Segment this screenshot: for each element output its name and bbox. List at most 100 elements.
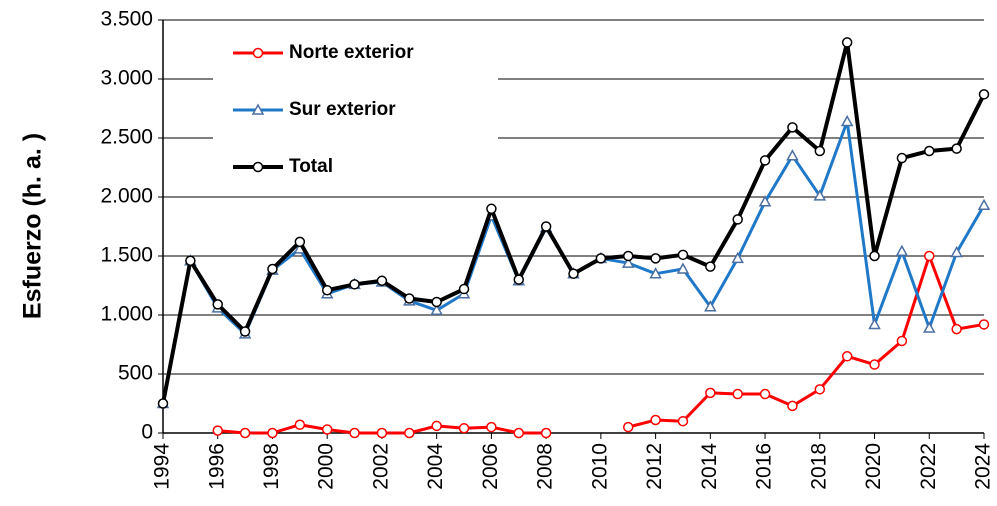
marker (951, 323, 962, 335)
legend-marker (252, 161, 264, 173)
y-tick-label: 0 (141, 421, 153, 444)
x-tick-label: 2014 (698, 443, 721, 490)
x-tick-label: 2020 (862, 443, 885, 490)
marker (267, 263, 278, 275)
marker (677, 249, 689, 261)
y-tick-label: 1.000 (100, 303, 153, 326)
marker (977, 198, 991, 211)
legend-label: Norte exterior (289, 42, 414, 63)
marker (896, 152, 908, 164)
marker (650, 253, 661, 264)
marker (787, 400, 798, 412)
marker (267, 427, 278, 439)
y-tick-label: 500 (118, 362, 153, 385)
marker (458, 283, 470, 295)
marker (431, 420, 442, 432)
legend-label: Total (289, 156, 333, 177)
y-tick-label: 1.500 (100, 244, 153, 267)
marker (787, 122, 798, 133)
x-tick-label: 2018 (807, 443, 830, 490)
marker (731, 251, 744, 264)
x-tick-label: 2008 (534, 443, 557, 490)
x-tick-label: 2016 (753, 443, 776, 490)
marker (239, 427, 251, 439)
marker (621, 256, 635, 268)
marker (895, 244, 909, 257)
x-tick-label: 2010 (588, 443, 611, 490)
marker (458, 423, 470, 434)
legend: Norte exterior Sur exterior Total (213, 30, 498, 177)
legend-marker (252, 47, 264, 59)
x-tick-label: 1998 (260, 443, 283, 490)
marker (841, 37, 853, 48)
marker (212, 425, 223, 436)
marker (978, 319, 990, 330)
marker (540, 221, 552, 232)
marker (705, 387, 716, 399)
marker (212, 299, 223, 310)
y-tick-label: 2.000 (100, 185, 153, 208)
marker (813, 189, 827, 201)
marker (868, 317, 881, 330)
marker (486, 421, 497, 433)
marker (540, 427, 552, 439)
marker (513, 274, 525, 285)
marker (786, 149, 799, 161)
y-axis-label: Esfuerzo (h. a. ) (19, 133, 47, 319)
marker (157, 398, 169, 409)
marker (677, 415, 689, 427)
x-tick-label: 1996 (205, 443, 228, 490)
marker (513, 427, 525, 439)
marker (376, 275, 388, 287)
marker (922, 321, 936, 333)
marker (622, 250, 634, 262)
marker (376, 427, 388, 439)
marker (404, 427, 415, 439)
marker (349, 427, 360, 439)
marker (239, 326, 251, 337)
marker (896, 335, 908, 347)
x-tick-label: 2006 (479, 443, 502, 490)
marker (595, 253, 607, 264)
marker (978, 89, 990, 100)
marker (404, 293, 415, 304)
x-tick-label: 1994 (151, 443, 174, 490)
marker (759, 388, 771, 400)
marker (705, 261, 716, 272)
marker (951, 143, 962, 154)
legend-marker (251, 103, 265, 115)
x-tick-label: 2022 (917, 443, 940, 490)
x-tick-label: 2004 (424, 443, 447, 490)
marker (294, 419, 306, 430)
marker (649, 267, 662, 279)
marker (321, 284, 333, 296)
marker (924, 250, 935, 262)
x-tick-label: 2012 (643, 443, 666, 490)
marker (869, 250, 880, 262)
marker (486, 203, 497, 215)
marker (732, 388, 743, 400)
legend-label: Sur exterior (289, 99, 396, 120)
marker (732, 214, 743, 225)
marker (814, 384, 826, 395)
marker (759, 155, 771, 166)
marker (321, 424, 333, 435)
x-tick-label: 2002 (369, 443, 392, 490)
y-tick-label: 3.000 (100, 67, 153, 90)
marker (185, 255, 196, 266)
marker (869, 359, 880, 370)
x-tick-label: 2024 (972, 443, 995, 490)
marker (294, 236, 306, 248)
marker (840, 114, 854, 127)
marker (622, 421, 634, 433)
marker (349, 279, 360, 290)
x-tick-label: 2000 (315, 443, 338, 490)
y-tick-label: 2.500 (100, 126, 153, 149)
marker (431, 296, 442, 308)
marker (430, 303, 443, 316)
marker (814, 145, 826, 157)
marker (704, 300, 717, 312)
marker (924, 145, 935, 157)
